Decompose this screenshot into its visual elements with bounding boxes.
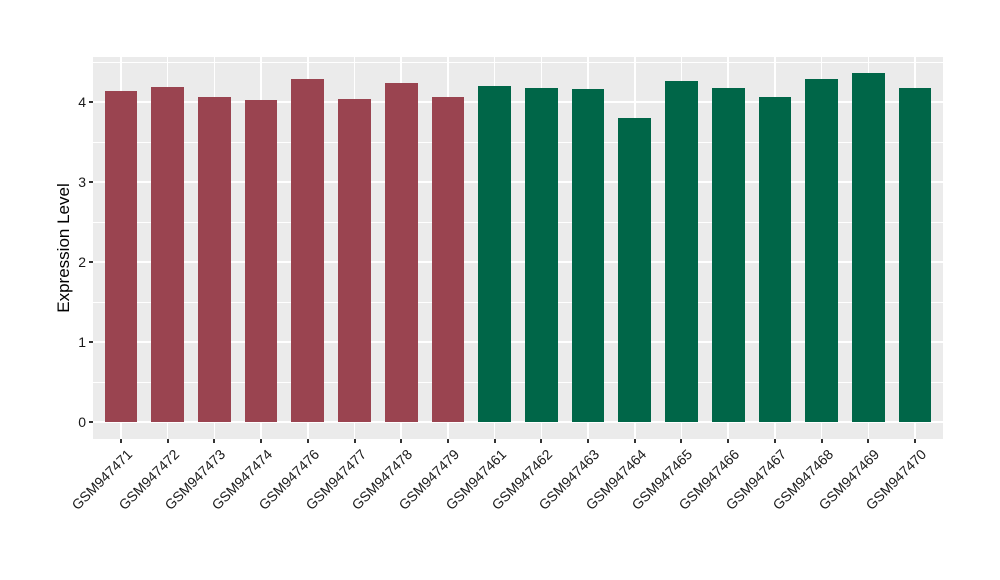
x-tick-mark	[540, 439, 543, 443]
bar-GSM947479	[431, 97, 465, 422]
x-tick-mark	[633, 439, 636, 443]
y-tick-label: 3	[78, 174, 86, 190]
gridline-major-y	[93, 421, 943, 423]
x-tick-mark	[120, 439, 123, 443]
gridline-major-y	[93, 261, 943, 263]
gridline-major-y	[93, 101, 943, 103]
x-tick-mark	[493, 439, 496, 443]
y-axis-title: Expression Level	[54, 183, 73, 313]
x-tick-mark	[166, 439, 169, 443]
x-tick-mark	[680, 439, 683, 443]
y-tick-mark	[89, 261, 93, 263]
gridline-minor-y	[93, 301, 943, 303]
y-tick-mark	[89, 421, 93, 423]
y-tick-mark	[89, 181, 93, 183]
bar-GSM947470	[898, 87, 932, 422]
gridline-minor-y	[93, 141, 943, 143]
x-tick-mark	[867, 439, 870, 443]
plot-panel	[93, 57, 943, 439]
bar-GSM947473	[198, 97, 231, 422]
x-tick-mark	[260, 439, 263, 443]
y-tick-mark	[89, 341, 93, 343]
bar-GSM947464	[618, 118, 652, 422]
bar-GSM947469	[851, 73, 885, 422]
gridline-minor-y	[93, 381, 943, 383]
x-tick-mark	[587, 439, 590, 443]
bar-GSM947467	[758, 97, 792, 422]
bar-GSM947462	[525, 87, 558, 422]
y-tick-mark	[89, 101, 93, 103]
bar-GSM947463	[571, 89, 605, 422]
y-tick-label: 2	[78, 254, 86, 270]
gridline-minor-y	[93, 61, 943, 63]
x-tick-mark	[773, 439, 776, 443]
bar-GSM947472	[151, 86, 185, 422]
x-tick-mark	[353, 439, 356, 443]
bar-GSM947471	[104, 90, 138, 422]
y-tick-label: 1	[78, 334, 86, 350]
bar-GSM947474	[244, 99, 278, 422]
bar-GSM947465	[665, 81, 698, 422]
x-tick-mark	[727, 439, 730, 443]
x-tick-mark	[446, 439, 449, 443]
bar-GSM947478	[384, 82, 418, 422]
bar-GSM947476	[291, 78, 325, 422]
bar-GSM947461	[478, 86, 511, 422]
x-tick-mark	[213, 439, 216, 443]
bar-GSM947477	[338, 98, 371, 422]
x-tick-mark	[306, 439, 309, 443]
gridline-minor-y	[93, 221, 943, 223]
gridline-major-y	[93, 341, 943, 343]
x-tick-mark	[820, 439, 823, 443]
bar-GSM947468	[805, 78, 838, 422]
x-tick-mark	[400, 439, 403, 443]
gridline-major-y	[93, 181, 943, 183]
bar-GSM947466	[711, 87, 745, 422]
x-tick-mark	[913, 439, 916, 443]
y-tick-label: 4	[78, 94, 86, 110]
y-tick-label: 0	[78, 414, 86, 430]
